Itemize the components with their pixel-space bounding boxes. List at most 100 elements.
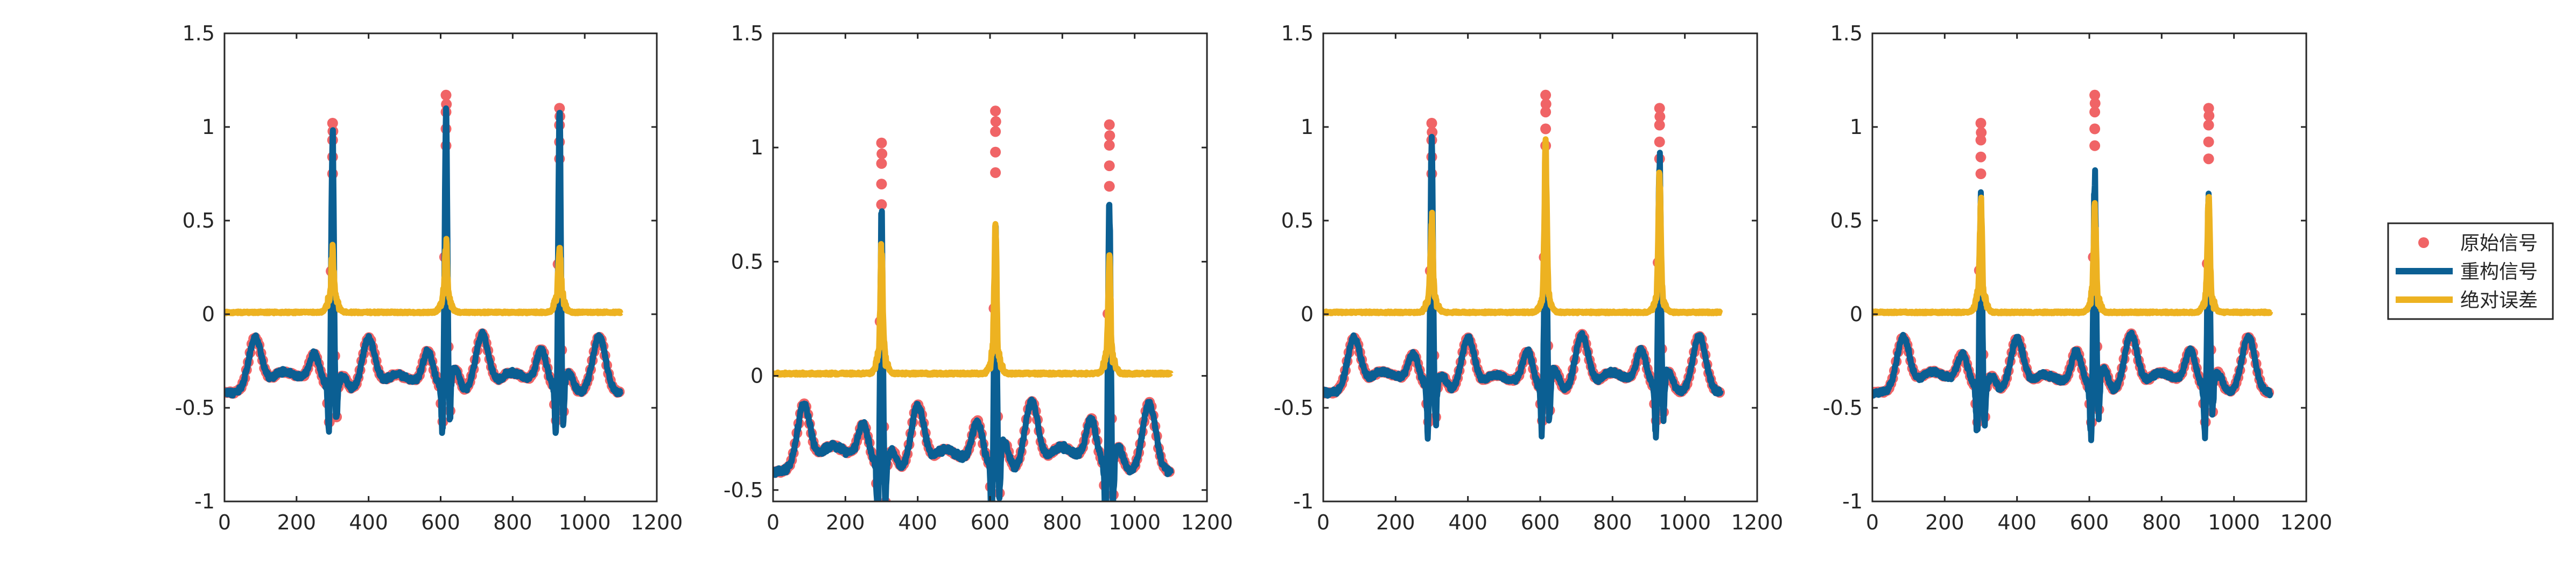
peak-point [1540,107,1552,118]
peak-point [1654,136,1665,147]
x-tick-label: 1200 [631,511,683,534]
x-tick-label: 1000 [1108,511,1161,534]
series-reconstructed-signal [1323,133,1724,442]
peak-point [1975,135,1987,146]
peak-point [1104,140,1115,151]
peak-point [990,126,1001,137]
peak-point [1975,168,1987,179]
x-tick-label: 400 [349,511,388,534]
x-axis: 0 200 400 600 800 1000 1200 [1866,33,2332,534]
y-axis: -1 -0.5 0 0.5 1 1.5 [1274,22,1757,513]
peak-point [2089,107,2101,118]
peak-point [1654,103,1665,114]
x-tick-label: 0 [1866,511,1879,534]
x-tick-label: 0 [767,511,780,534]
data-point [1540,98,1552,110]
y-tick-label: 1 [1850,115,1863,139]
peak-point [327,118,338,129]
y-tick-label: 0.5 [183,209,215,232]
x-tick-label: 1200 [1731,511,1784,534]
x-tick-label: 800 [1593,511,1632,534]
chart-panel-3: 0 200 400 600 800 1000 1200 -1 -0.5 0 0.5 1 1.5 [1274,22,1784,534]
legend-label: 重构信号 [2460,261,2538,283]
y-tick-label: -0.5 [175,396,215,420]
data-point [1427,126,1438,138]
peak-point [990,167,1001,178]
y-tick-label: 1.5 [731,22,763,45]
y-tick-label: 0.5 [1830,209,1863,232]
x-tick-label: 800 [1043,511,1082,534]
y-axis: -1 -0.5 0 0.5 1 1.5 [175,22,657,513]
peak-point [1426,118,1437,129]
data-point [1654,111,1666,122]
legend-item: 重构信号 [2396,261,2538,283]
chart-panel-4: 0 200 400 600 800 1000 1200 -1 -0.5 0 0.5 1 1.5 [1823,22,2333,534]
series-absolute-error [773,221,1174,378]
peak-point [876,199,887,210]
x-tick-label: 800 [2142,511,2181,534]
data-point [876,148,888,159]
peak-point [1104,119,1115,130]
plot-area [224,89,625,436]
legend-label: 原始信号 [2460,232,2538,254]
y-tick-label: 1 [1301,115,1314,139]
y-tick-label: -1 [1293,490,1314,513]
y-axis: -1 -0.5 0 0.5 1 1.5 [1823,22,2306,513]
x-tick-label: 400 [898,511,937,534]
x-tick-label: 600 [421,511,460,534]
peak-point [2089,123,2101,135]
y-tick-label: -1 [1842,490,1863,513]
x-tick-label: 600 [2070,511,2109,534]
peak-point [2203,136,2214,147]
data-point [990,116,1001,127]
peak-point [2089,140,2101,151]
peak-point [1540,123,1552,135]
x-tick-label: 600 [971,511,1010,534]
peak-point [1540,89,1552,101]
x-tick-label: 400 [1448,511,1487,534]
data-point [2089,98,2101,109]
y-tick-label: 0.5 [1281,209,1314,232]
x-tick-label: 0 [1317,511,1330,534]
x-tick-label: 200 [1925,511,1964,534]
y-tick-label: -1 [194,490,215,513]
peak-point [2203,153,2214,165]
peak-point [1975,151,1987,162]
chart-panel-2: 0 200 400 600 800 1000 1200-0.500.511.5 [724,22,1233,534]
plot-area [773,105,1175,501]
peak-point [1654,119,1665,131]
legend-item: 绝对误差 [2396,289,2538,312]
peak-point [876,179,887,190]
peak-point [990,146,1001,158]
y-tick-label: 0 [1301,302,1314,326]
peak-point [1975,118,1987,129]
series-reconstructed-signal [224,105,624,436]
x-tick-label: 800 [493,511,532,534]
plot-area [1872,89,2275,443]
peak-point [440,89,452,101]
chart-panel-1: 0 200 400 600 800 1000 1200 -1 -0.5 0 0.5 1 1.5 [175,22,683,534]
y-tick-label: 1 [750,136,763,159]
x-tick-label: 1000 [1659,511,1711,534]
y-axis: -0.5 0 0.5 1 1.5 [724,22,1207,502]
peak-point [990,105,1001,117]
x-tick-label: 400 [1997,511,2037,534]
y-tick-label: 0 [750,364,763,388]
data-point [875,500,881,501]
x-tick-label: 1200 [1181,511,1233,534]
peak-point [2203,103,2214,114]
legend-item: 原始信号 [2418,232,2538,254]
y-tick-label: 0.5 [731,250,763,273]
series-absolute-error [224,236,623,316]
series-absolute-error [1323,136,1724,316]
y-tick-label: 0 [202,302,215,326]
peak-point [1104,160,1115,172]
legend-label: 绝对误差 [2460,289,2538,312]
y-tick-label: 1.5 [1281,22,1314,45]
y-tick-label: -0.5 [724,478,763,502]
y-tick-label: 0 [1850,302,1863,326]
y-tick-label: -0.5 [1274,396,1314,420]
